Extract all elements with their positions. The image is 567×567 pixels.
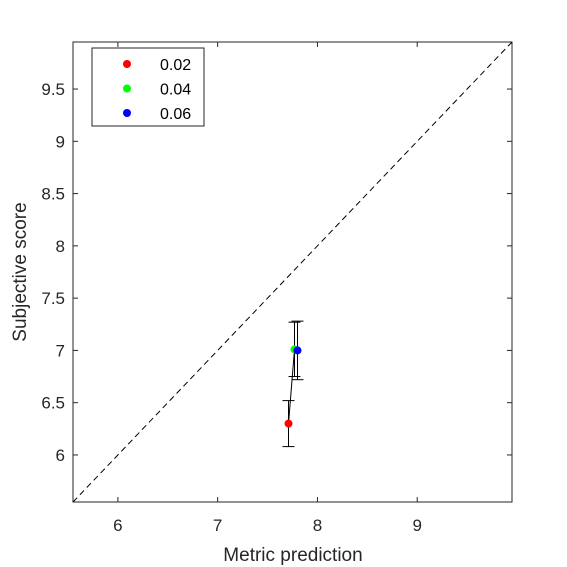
data-point-0.06 bbox=[293, 346, 302, 355]
legend-marker-0.02 bbox=[123, 60, 131, 68]
y-tick-label: 6.5 bbox=[41, 394, 65, 413]
y-tick-label: 6 bbox=[56, 446, 65, 465]
legend-box bbox=[91, 47, 205, 127]
x-axis-label: Metric prediction bbox=[223, 545, 362, 566]
y-tick-label: 9.5 bbox=[41, 80, 65, 99]
x-tick-label: 7 bbox=[213, 516, 222, 535]
legend-marker-0.04 bbox=[123, 84, 131, 93]
data-point-0.02 bbox=[284, 419, 293, 428]
y-tick-label: 8.5 bbox=[41, 185, 65, 204]
marks bbox=[282, 320, 304, 448]
y-tick-label: 9 bbox=[56, 132, 65, 151]
legend-label: 0.04 bbox=[160, 82, 191, 99]
x-tick-label: 8 bbox=[313, 516, 322, 535]
legend-marker-0.06 bbox=[123, 109, 131, 117]
legend-label: 0.02 bbox=[160, 57, 191, 74]
identity-reference-line bbox=[72, 41, 513, 503]
x-tick-label: 6 bbox=[113, 516, 122, 535]
y-tick-label: 7.5 bbox=[41, 289, 65, 308]
x-tick-label: 9 bbox=[412, 516, 421, 535]
legend-label: 0.06 bbox=[160, 106, 191, 123]
y-tick-label: 8 bbox=[56, 237, 65, 256]
y-axis-label: Subjective score bbox=[10, 202, 31, 341]
y-tick-label: 7 bbox=[56, 341, 65, 360]
legend: 0.02 0.04 0.06 bbox=[91, 47, 205, 127]
